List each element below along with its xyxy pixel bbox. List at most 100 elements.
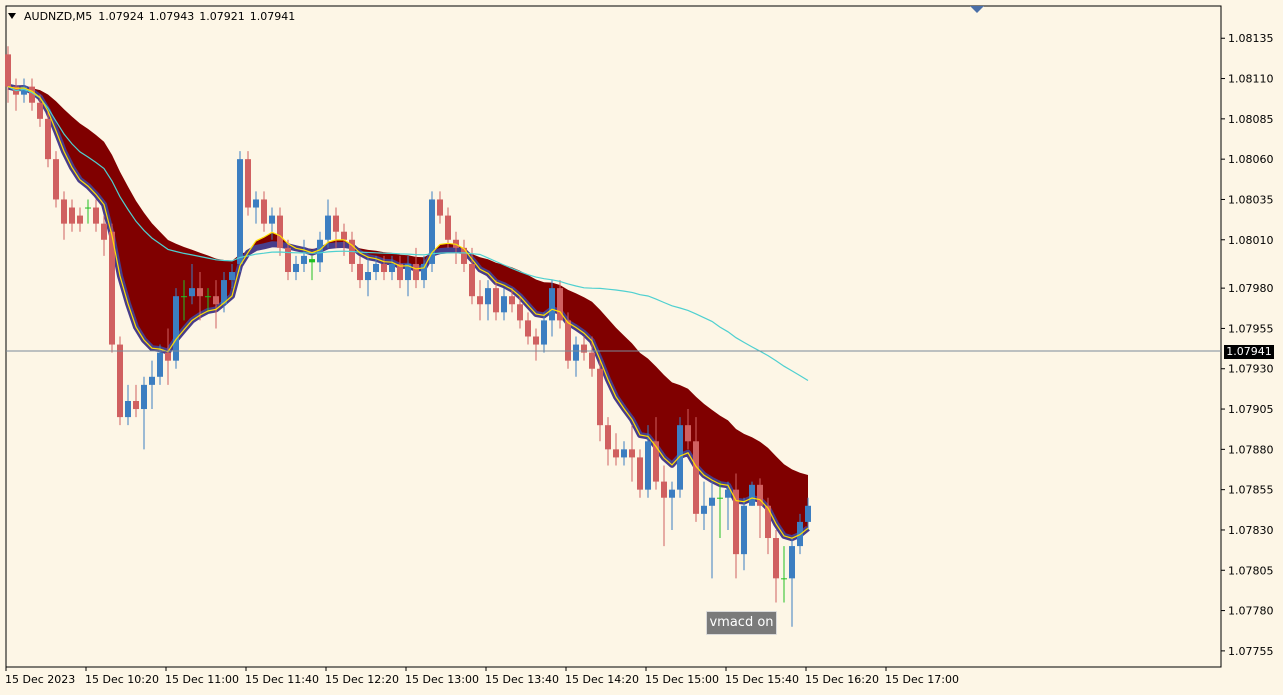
candle-body bbox=[85, 207, 91, 209]
x-tick-label: 15 Dec 17:00 bbox=[885, 673, 959, 686]
x-tick-label: 15 Dec 16:20 bbox=[805, 673, 879, 686]
indicator-cloud bbox=[8, 86, 808, 539]
candle-body bbox=[253, 199, 259, 208]
candle-body bbox=[261, 199, 267, 224]
dropdown-triangle-icon[interactable] bbox=[8, 13, 16, 19]
candle-body bbox=[397, 263, 403, 281]
x-tick-label: 15 Dec 11:00 bbox=[165, 673, 239, 686]
candle-body bbox=[701, 505, 707, 514]
x-tick-label: 15 Dec 2023 bbox=[5, 673, 75, 686]
candle-body bbox=[365, 272, 371, 281]
vmacd-toggle-button[interactable]: vmacd on bbox=[706, 611, 777, 635]
candle-body bbox=[173, 296, 179, 361]
candle-body bbox=[101, 223, 107, 240]
candle-body bbox=[709, 497, 715, 506]
candle-body bbox=[309, 259, 315, 263]
y-tick-label: 1.08010 bbox=[1228, 234, 1274, 247]
candle-body bbox=[189, 288, 195, 297]
x-tick-label: 15 Dec 13:40 bbox=[485, 673, 559, 686]
candle-body bbox=[213, 296, 219, 305]
candle-body bbox=[629, 449, 635, 458]
candle-body bbox=[741, 505, 747, 555]
symbol-label: AUDNZD,M5 bbox=[24, 9, 93, 23]
y-tick-label: 1.08110 bbox=[1228, 73, 1274, 86]
candle-body bbox=[781, 578, 787, 580]
candle-body bbox=[325, 215, 331, 240]
candle-body bbox=[517, 304, 523, 321]
candle-body bbox=[53, 159, 59, 200]
candle-body bbox=[605, 425, 611, 450]
candle-body bbox=[157, 352, 163, 377]
candle-body bbox=[301, 255, 307, 264]
candle-body bbox=[725, 489, 731, 498]
candle-body bbox=[589, 352, 595, 369]
candle-body bbox=[645, 441, 651, 490]
y-tick-label: 1.07855 bbox=[1228, 484, 1274, 497]
candle-body bbox=[141, 384, 147, 410]
x-tick-label: 15 Dec 12:20 bbox=[325, 673, 399, 686]
candle-body bbox=[461, 247, 467, 264]
candle-body bbox=[77, 215, 83, 224]
x-tick-label: 15 Dec 10:20 bbox=[85, 673, 159, 686]
candle-body bbox=[733, 489, 739, 555]
candle-body bbox=[541, 320, 547, 345]
candle-body bbox=[581, 344, 587, 353]
candle-body bbox=[661, 481, 667, 498]
candle-body bbox=[237, 159, 243, 264]
candle-body bbox=[405, 263, 411, 281]
candle-body bbox=[677, 425, 683, 490]
candle-body bbox=[565, 320, 571, 361]
candle-body bbox=[693, 441, 699, 514]
low-value: 1.07921 bbox=[199, 9, 245, 23]
chart-shift-marker-icon[interactable] bbox=[970, 6, 984, 13]
candle-body bbox=[45, 118, 51, 160]
y-tick-label: 1.07755 bbox=[1228, 645, 1274, 658]
candle-body bbox=[445, 215, 451, 240]
candle-body bbox=[685, 425, 691, 442]
y-tick-label: 1.07980 bbox=[1228, 282, 1274, 295]
candle-body bbox=[109, 231, 115, 345]
candle-body bbox=[597, 368, 603, 426]
y-tick-label: 1.07880 bbox=[1228, 443, 1274, 456]
candle-body bbox=[181, 296, 187, 298]
candle-body bbox=[133, 400, 139, 410]
candle-body bbox=[69, 207, 75, 224]
candle-body bbox=[125, 400, 131, 418]
candle-body bbox=[501, 296, 507, 313]
candle-body bbox=[765, 505, 771, 539]
candle-body bbox=[805, 505, 811, 522]
candle-body bbox=[533, 336, 539, 345]
y-tick-label: 1.07905 bbox=[1228, 403, 1274, 416]
candle-body bbox=[165, 352, 171, 361]
candle-body bbox=[341, 231, 347, 240]
close-value: 1.07941 bbox=[249, 9, 296, 23]
open-value: 1.07924 bbox=[98, 9, 144, 23]
candle-body bbox=[669, 489, 675, 498]
candle-body bbox=[789, 546, 795, 579]
candle-body bbox=[149, 376, 155, 385]
candle-body bbox=[197, 288, 203, 297]
candle-body bbox=[613, 449, 619, 458]
candle-body bbox=[37, 102, 43, 119]
candle-body bbox=[573, 344, 579, 361]
candle-body bbox=[5, 54, 11, 87]
candle-body bbox=[421, 263, 427, 281]
y-tick-label: 1.07830 bbox=[1228, 524, 1274, 537]
y-tick-label: 1.08035 bbox=[1228, 193, 1274, 206]
y-tick-label: 1.08060 bbox=[1228, 153, 1274, 166]
candle-body bbox=[61, 199, 67, 224]
current-price-tag: 1.07941 bbox=[1224, 345, 1274, 359]
candle-body bbox=[717, 497, 723, 499]
y-tick-label: 1.07955 bbox=[1228, 322, 1274, 335]
x-tick-label: 15 Dec 15:00 bbox=[645, 673, 719, 686]
candle-body bbox=[757, 484, 763, 506]
candle-body bbox=[557, 288, 563, 321]
high-value: 1.07943 bbox=[148, 9, 195, 23]
candle-body bbox=[317, 239, 323, 263]
y-tick-label: 1.08085 bbox=[1228, 113, 1274, 126]
candle-body bbox=[749, 484, 755, 506]
candle-body bbox=[493, 288, 499, 313]
y-tick-label: 1.08135 bbox=[1228, 32, 1274, 45]
